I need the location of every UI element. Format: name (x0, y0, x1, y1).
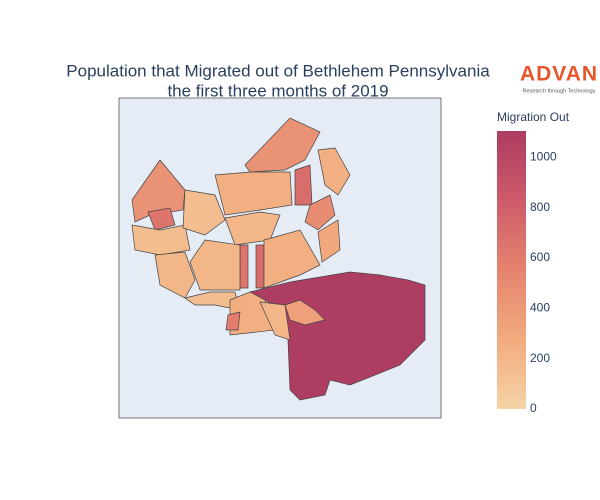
region (255, 244, 265, 289)
colorbar-tick-label: 1000 (530, 150, 557, 164)
logo-tagline: Research through Technology (523, 88, 596, 94)
region (317, 147, 351, 196)
colorbar-title: Migration Out (497, 110, 570, 124)
region (317, 219, 341, 263)
region (147, 207, 176, 231)
region (284, 299, 326, 326)
colorbar-tick-label: 0 (530, 401, 537, 415)
colorbar-tick-label: 200 (530, 351, 550, 365)
region (263, 229, 321, 289)
chart-title: Population that Migrated out of Bethlehe… (66, 61, 490, 80)
map-regions (131, 117, 426, 401)
colorbar-ticks: 0 200 400 600 800 1000 (530, 150, 557, 416)
region (259, 301, 291, 341)
region (131, 159, 186, 223)
region (224, 211, 281, 246)
colorbar-tick-label: 400 (530, 301, 550, 315)
colorbar-tick-label: 800 (530, 200, 550, 214)
colorbar (497, 131, 526, 409)
region (154, 251, 196, 299)
chart-subtitle: the first three months of 2019 (167, 81, 388, 100)
region (294, 164, 313, 206)
region (304, 194, 336, 231)
region (239, 244, 249, 289)
region (189, 239, 241, 291)
logo: ADVAN (520, 63, 598, 86)
region (225, 311, 241, 331)
region (182, 189, 226, 236)
colorbar-tick-label: 600 (530, 250, 550, 264)
region (214, 171, 293, 216)
region (131, 224, 191, 256)
